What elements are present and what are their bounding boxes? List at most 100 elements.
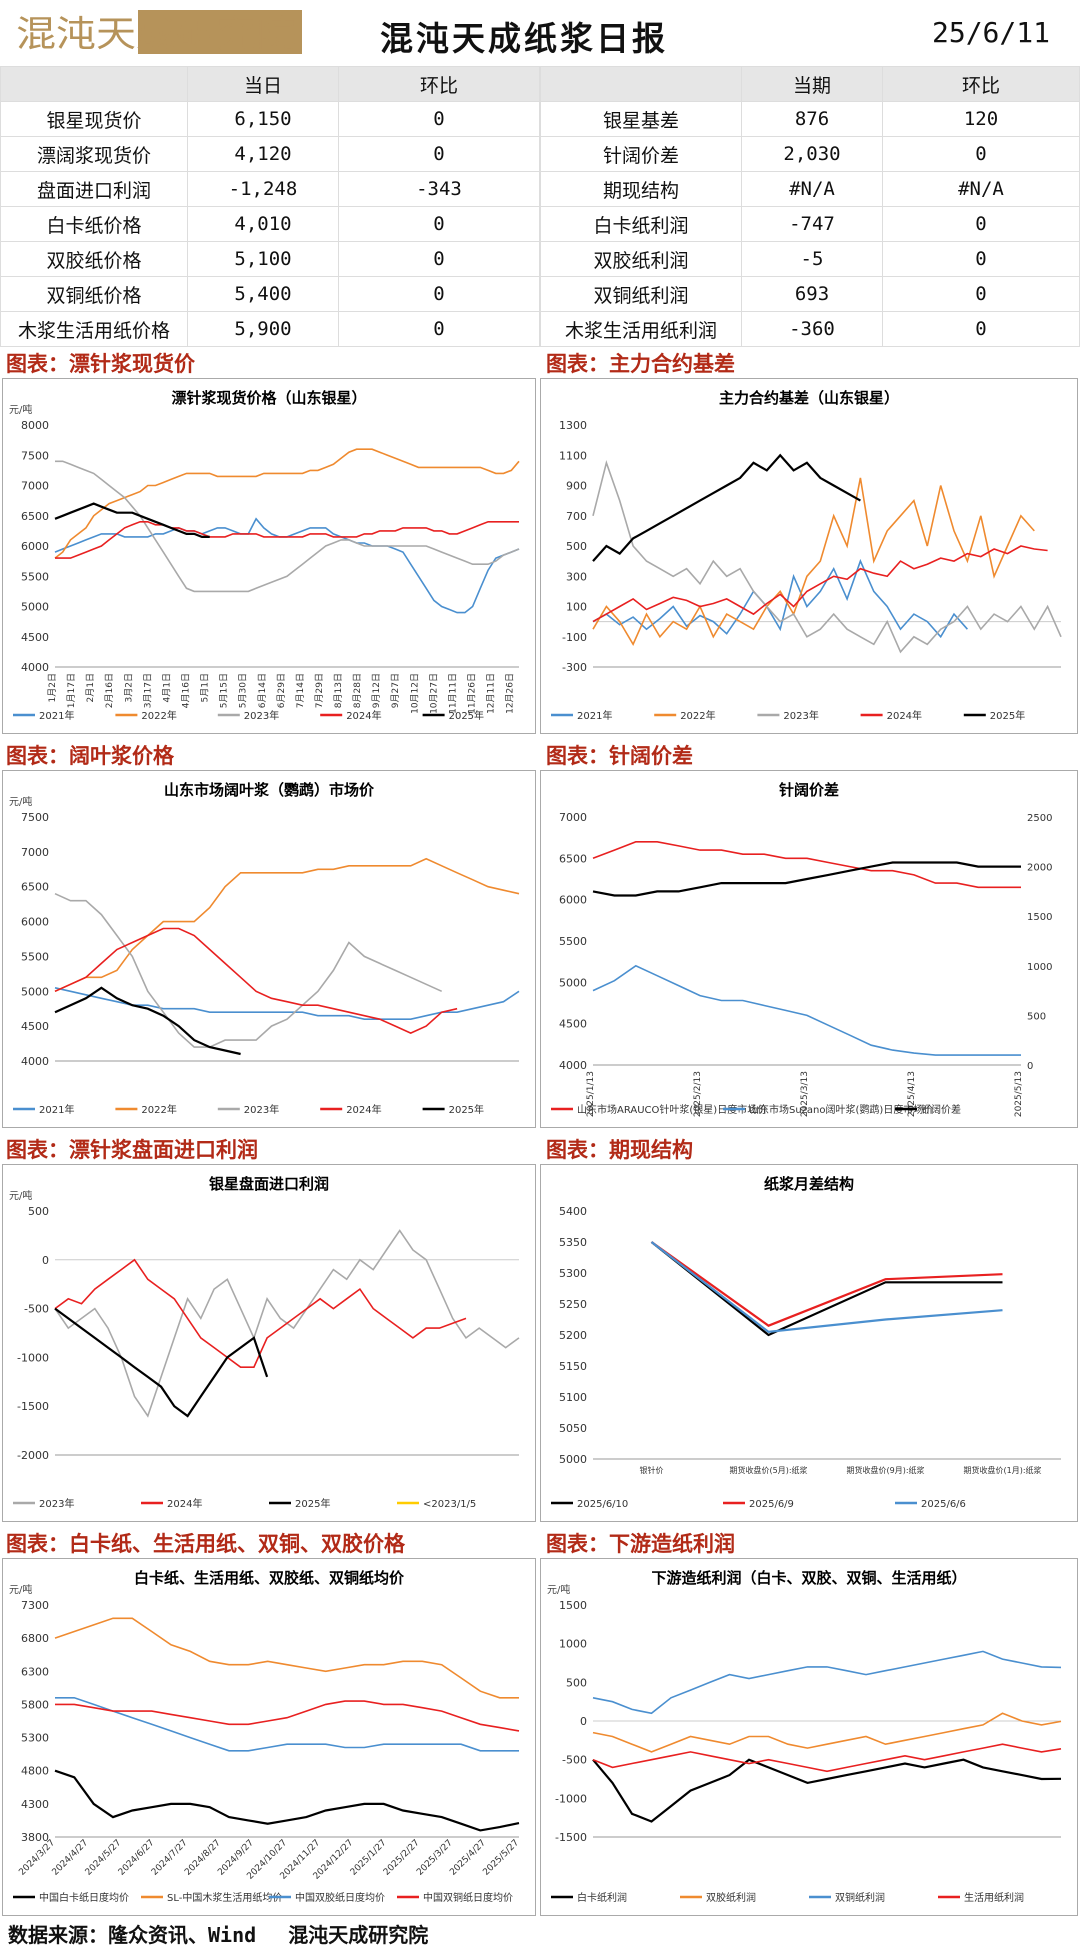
y-tick-label: 5300 — [559, 1267, 587, 1280]
y-tick-label: 5000 — [559, 976, 587, 989]
chart-panel: 白卡纸、生活用纸、双胶纸、双铜纸均价 元/吨 3800 4300 4800 5300 580… — [2, 1558, 536, 1916]
y-tick-label: 4500 — [21, 631, 49, 644]
x-tick-label: 银针价 — [640, 1465, 664, 1475]
x-tick-label: 7月14日 — [295, 673, 306, 708]
x-tick-label: 5月1日 — [200, 673, 211, 702]
chart-title: 银星盘面进口利润 — [209, 1175, 329, 1193]
y-tick-label-right: 0 — [1027, 1061, 1033, 1072]
legend-label: 2025年 — [449, 1103, 484, 1116]
chart-panel: 纸浆月差结构 5000 5050 5100 5150 5200 5250 5300 5350 54… — [540, 1164, 1078, 1522]
cell-value: #N/A — [741, 171, 883, 207]
table-row: 双胶纸价格 5,100 0 — [0, 241, 540, 277]
x-tick-label: 5月15日 — [219, 673, 230, 708]
report-header: 混沌天成研究院 混沌天成纸浆日报 25/6/11 — [0, 0, 1080, 67]
y-tick-label: 5500 — [21, 950, 49, 963]
x-tick-label: 11月26日 — [467, 673, 478, 714]
legend-label: 2024年 — [346, 709, 381, 722]
legend-label: 2025年 — [449, 709, 484, 722]
legend-label: 生活用纸利润 — [964, 1891, 1024, 1904]
legend-label: 2023年 — [244, 709, 279, 722]
series-line — [592, 545, 1048, 623]
cell-value: 0 — [882, 241, 1080, 277]
panel-heading: 图表：主力合约基差 — [546, 352, 735, 376]
row-label: 木浆生活用纸价格 — [0, 311, 188, 347]
y-tick-label: 3800 — [21, 1831, 49, 1844]
cell-value: 693 — [741, 276, 883, 312]
y-tick-label: 7000 — [559, 811, 587, 824]
x-tick-label: 期货收盘价(5月):纸浆 — [729, 1465, 807, 1475]
x-tick-label: 9月27日 — [390, 673, 401, 708]
y-tick-label: 6800 — [21, 1632, 49, 1645]
series-line — [54, 987, 520, 1020]
row-label: 木浆生活用纸利润 — [540, 311, 742, 347]
table-header: 环比 — [338, 66, 540, 102]
legend-label: SL-中国木浆生活用纸均价 — [167, 1891, 282, 1904]
y-tick-label: 5250 — [559, 1298, 587, 1311]
y-tick-label: -2000 — [17, 1449, 49, 1462]
x-tick-label: 2025/3/13 — [800, 1071, 810, 1117]
chart-title: 主力合约基差（山东银星） — [719, 389, 899, 407]
cell-value: 0 — [338, 311, 540, 347]
row-label: 白卡纸利润 — [540, 206, 742, 242]
x-tick-label: 12月26日 — [505, 673, 516, 714]
y-tick-label-right: 2500 — [1027, 813, 1052, 824]
x-tick-label: 1月2日 — [47, 673, 58, 702]
y-tick-label: 4500 — [559, 1018, 587, 1031]
chart-panel: 针阔价差 4000 4500 5000 5500 6000 6500 7000 0 500 1000… — [540, 770, 1078, 1128]
series-line — [55, 1700, 520, 1732]
y-tick-label: 6000 — [21, 916, 49, 929]
legend-label: 中国白卡纸日度均价 — [39, 1891, 129, 1904]
series-line — [54, 927, 458, 1034]
x-tick-label: 8月28日 — [352, 673, 363, 708]
y-tick-label: 1100 — [559, 449, 587, 462]
table-row: 盘面进口利润 -1,248 -343 — [0, 171, 540, 207]
cell-value: 6,150 — [187, 101, 339, 137]
legend-label: 2021年 — [577, 709, 612, 722]
y-tick-label: 700 — [566, 510, 587, 523]
x-tick-label: 4月1日 — [161, 673, 172, 702]
y-tick-label: -1500 — [17, 1400, 49, 1413]
legend-label: 中国双铜纸日度均价 — [423, 1891, 513, 1904]
series-line — [54, 448, 520, 559]
chart-title: 白卡纸、生活用纸、双胶纸、双铜纸均价 — [134, 1569, 405, 1587]
y-tick-label: 5300 — [21, 1732, 49, 1745]
y-tick-label: -500 — [562, 1754, 587, 1767]
y-tick-label: 5000 — [21, 601, 49, 614]
chart-panel: 山东市场阔叶浆（鹦鹉）市场价 元/吨 4000 4500 5000 5500 6000 650… — [2, 770, 536, 1128]
table-row: 针阔价差 2,030 0 — [540, 136, 1080, 172]
y-tick-label: -500 — [24, 1303, 49, 1316]
legend-label: 2022年 — [141, 709, 176, 722]
x-tick-label: 12月11日 — [486, 673, 497, 714]
x-tick-label: 8月13日 — [333, 673, 344, 708]
legend-label: 山东市场ARAUCO针叶浆(银星)日度市场价 — [577, 1103, 767, 1116]
y-tick-label: 4000 — [559, 1059, 587, 1072]
series-line — [54, 857, 520, 993]
series-line — [650, 1241, 1003, 1327]
series-line — [54, 1307, 269, 1418]
y-tick-label: 7000 — [21, 846, 49, 859]
x-tick-label: 1月17日 — [66, 673, 77, 708]
legend-label: 2024年 — [346, 1103, 381, 1116]
y-tick-label: 7500 — [21, 811, 49, 824]
panel-heading: 图表：下游造纸利润 — [546, 1532, 735, 1556]
chart-title: 针阔价差 — [779, 781, 839, 799]
x-tick-label: 2025/4/13 — [907, 1071, 917, 1117]
table-header — [0, 66, 188, 102]
series-line — [54, 1769, 520, 1832]
x-tick-label: 5月30日 — [238, 673, 249, 708]
x-tick-label: 6月14日 — [257, 673, 268, 708]
y-tick-label: 4800 — [21, 1765, 49, 1778]
legend-label: 2025年 — [990, 709, 1025, 722]
table-row: 银星基差 876 120 — [540, 101, 1080, 137]
y-tick-label: 6000 — [559, 894, 587, 907]
y-tick-label: 1000 — [559, 1638, 587, 1651]
panel-heading: 图表：针阔价差 — [546, 744, 693, 768]
cell-value: 5,100 — [187, 241, 339, 277]
legend-label: 2025/6/10 — [577, 1499, 628, 1510]
y-tick-label: 500 — [28, 1205, 49, 1218]
table-row: 双铜纸利润 693 0 — [540, 276, 1080, 312]
x-tick-label: 4月16日 — [180, 673, 191, 708]
legend-label: 2025/6/6 — [921, 1499, 966, 1510]
series-line — [592, 1712, 1062, 1753]
row-label: 双胶纸价格 — [0, 241, 188, 277]
